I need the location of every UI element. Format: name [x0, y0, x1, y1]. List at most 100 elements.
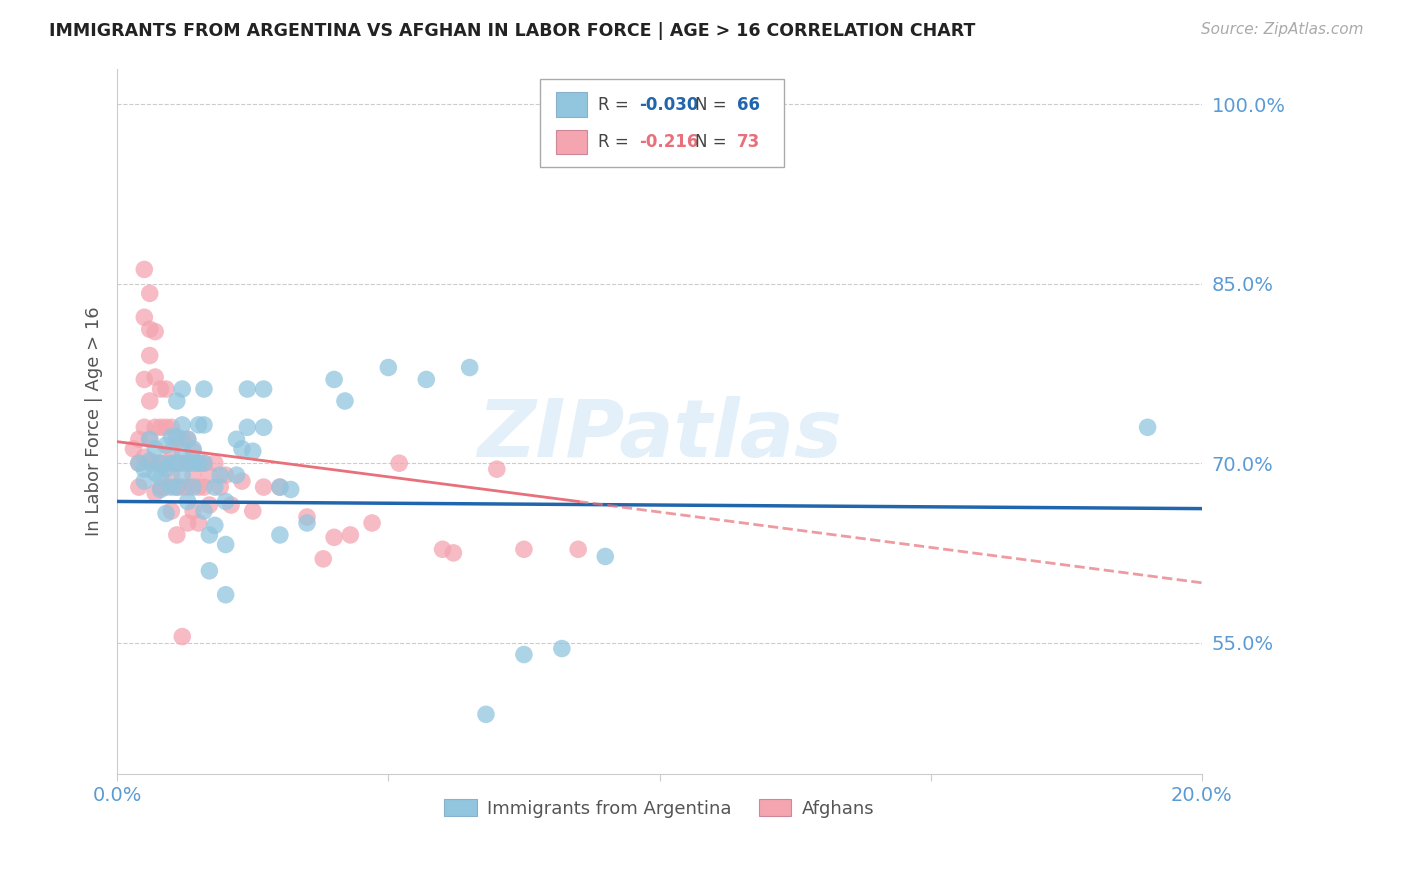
Point — [155, 438, 177, 452]
Text: 73: 73 — [737, 133, 759, 151]
Point — [187, 516, 209, 530]
Point — [176, 432, 198, 446]
Point — [295, 516, 318, 530]
Point — [236, 420, 259, 434]
Point — [149, 420, 172, 434]
Text: ZIPatlas: ZIPatlas — [477, 396, 842, 475]
Point — [361, 516, 384, 530]
Point — [198, 468, 221, 483]
Text: -0.216: -0.216 — [638, 133, 699, 151]
Text: IMMIGRANTS FROM ARGENTINA VS AFGHAN IN LABOR FORCE | AGE > 16 CORRELATION CHART: IMMIGRANTS FROM ARGENTINA VS AFGHAN IN L… — [49, 22, 976, 40]
Point — [172, 630, 194, 644]
Point — [160, 444, 183, 458]
Point — [138, 322, 160, 336]
Point — [160, 456, 183, 470]
Point — [166, 432, 188, 446]
Point — [134, 420, 156, 434]
Point — [155, 420, 177, 434]
Point — [155, 480, 177, 494]
Point — [172, 456, 194, 470]
Bar — [557, 129, 586, 154]
Point — [252, 420, 274, 434]
Point — [209, 480, 232, 494]
Point — [166, 430, 188, 444]
Point — [176, 516, 198, 530]
Point — [204, 456, 226, 470]
Point — [513, 648, 536, 662]
Bar — [557, 93, 586, 117]
Point — [155, 507, 177, 521]
Point — [172, 382, 194, 396]
Point — [193, 456, 215, 470]
Point — [166, 456, 188, 470]
Point — [143, 370, 166, 384]
Point — [172, 417, 194, 432]
Point — [187, 417, 209, 432]
Point — [269, 480, 291, 494]
Point — [269, 528, 291, 542]
Point — [138, 456, 160, 470]
Point — [252, 382, 274, 396]
Point — [149, 480, 172, 494]
Point — [187, 456, 209, 470]
Point — [143, 420, 166, 434]
Point — [214, 468, 236, 483]
Point — [333, 394, 356, 409]
Point — [193, 382, 215, 396]
Point — [155, 382, 177, 396]
Point — [176, 456, 198, 470]
Text: -0.030: -0.030 — [638, 95, 699, 113]
Point — [323, 530, 346, 544]
Text: N =: N = — [696, 133, 733, 151]
Point — [242, 504, 264, 518]
Point — [138, 454, 160, 468]
Point — [295, 510, 318, 524]
Point — [198, 564, 221, 578]
Text: Source: ZipAtlas.com: Source: ZipAtlas.com — [1201, 22, 1364, 37]
Point — [388, 456, 411, 470]
Point — [166, 480, 188, 494]
Point — [134, 462, 156, 476]
Point — [181, 442, 204, 456]
Point — [176, 494, 198, 508]
Point — [160, 420, 183, 434]
Point — [138, 286, 160, 301]
Point — [181, 480, 204, 494]
Point — [166, 394, 188, 409]
Point — [269, 480, 291, 494]
Point — [225, 468, 247, 483]
Point — [138, 349, 160, 363]
Point — [280, 483, 302, 497]
Point — [485, 462, 508, 476]
Point — [166, 480, 188, 494]
Point — [231, 474, 253, 488]
Point — [181, 456, 204, 470]
Point — [219, 498, 242, 512]
Point — [231, 442, 253, 456]
Point — [149, 483, 172, 497]
Point — [198, 528, 221, 542]
Point — [172, 432, 194, 446]
Point — [149, 382, 172, 396]
Point — [323, 372, 346, 386]
Point — [128, 456, 150, 470]
Point — [193, 480, 215, 494]
Point — [138, 432, 160, 446]
Point — [160, 504, 183, 518]
Point — [143, 325, 166, 339]
Y-axis label: In Labor Force | Age > 16: In Labor Force | Age > 16 — [86, 307, 103, 536]
Point — [225, 432, 247, 446]
Point — [143, 456, 166, 470]
Point — [172, 468, 194, 483]
Point — [214, 537, 236, 551]
Point — [134, 372, 156, 386]
Point — [160, 430, 183, 444]
Text: N =: N = — [696, 95, 733, 113]
Point — [143, 486, 166, 500]
Point — [187, 456, 209, 470]
Point — [193, 504, 215, 518]
Text: 66: 66 — [737, 95, 759, 113]
Point — [155, 456, 177, 470]
Point — [128, 480, 150, 494]
Point — [176, 456, 198, 470]
